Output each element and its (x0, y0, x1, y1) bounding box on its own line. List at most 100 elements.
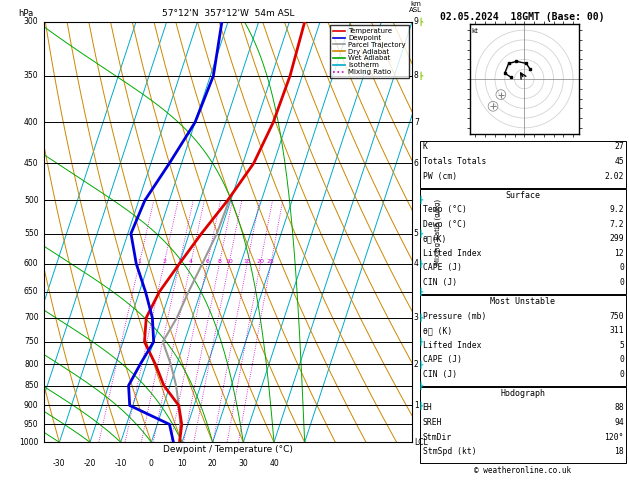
Text: 950: 950 (24, 420, 38, 429)
Text: 1000: 1000 (19, 438, 38, 447)
Text: Lifted Index: Lifted Index (423, 249, 481, 258)
Text: 700: 700 (24, 313, 38, 322)
Text: 299: 299 (610, 234, 624, 243)
Text: 1: 1 (137, 259, 141, 264)
X-axis label: Dewpoint / Temperature (°C): Dewpoint / Temperature (°C) (163, 445, 293, 454)
Text: 850: 850 (24, 381, 38, 390)
Text: ┣: ┣ (418, 360, 423, 368)
Text: 0: 0 (619, 355, 624, 364)
Text: 750: 750 (610, 312, 624, 321)
Text: 6: 6 (414, 159, 419, 168)
Text: LCL: LCL (414, 438, 428, 447)
Text: 5: 5 (414, 229, 419, 238)
Text: Mixing Ratio (g/kg): Mixing Ratio (g/kg) (434, 199, 440, 265)
Text: 2: 2 (162, 259, 166, 264)
Text: 7: 7 (414, 118, 419, 127)
Text: θᴄ (K): θᴄ (K) (423, 326, 452, 335)
Text: -30: -30 (53, 459, 65, 468)
Text: Temp (°C): Temp (°C) (423, 205, 467, 214)
Text: 4: 4 (414, 260, 419, 268)
Text: 18: 18 (614, 447, 624, 456)
Text: StmSpd (kt): StmSpd (kt) (423, 447, 476, 456)
Text: ┣: ┣ (418, 313, 423, 322)
Text: 20: 20 (208, 459, 218, 468)
Text: 4: 4 (189, 259, 192, 264)
Text: 2: 2 (414, 360, 418, 369)
Text: 350: 350 (24, 71, 38, 80)
Text: 5: 5 (619, 341, 624, 350)
Text: 311: 311 (610, 326, 624, 335)
Text: ┣: ┣ (418, 260, 423, 268)
Text: km
ASL: km ASL (409, 1, 422, 14)
Text: 0: 0 (619, 278, 624, 287)
Legend: Temperature, Dewpoint, Parcel Trajectory, Dry Adiabat, Wet Adiabat, Isotherm, Mi: Temperature, Dewpoint, Parcel Trajectory… (330, 25, 408, 78)
Text: 20: 20 (257, 259, 264, 264)
Text: -20: -20 (84, 459, 96, 468)
Text: 450: 450 (24, 159, 38, 168)
Text: 15: 15 (243, 259, 251, 264)
Text: 40: 40 (269, 459, 279, 468)
Text: 6: 6 (205, 259, 209, 264)
Text: 27: 27 (614, 142, 624, 152)
Text: ┣: ┣ (418, 229, 423, 238)
Text: -10: -10 (114, 459, 127, 468)
Text: 10: 10 (225, 259, 233, 264)
Text: CAPE (J): CAPE (J) (423, 355, 462, 364)
Text: 500: 500 (24, 196, 38, 205)
Text: 12: 12 (614, 249, 624, 258)
Text: SREH: SREH (423, 418, 442, 427)
Text: 7.2: 7.2 (610, 220, 624, 229)
Text: Hodograph: Hodograph (500, 389, 545, 398)
Text: Surface: Surface (505, 191, 540, 200)
Text: 9.2: 9.2 (610, 205, 624, 214)
Text: 94: 94 (614, 418, 624, 427)
Text: ┣: ┣ (418, 401, 423, 410)
Text: 750: 750 (24, 337, 38, 347)
Text: 88: 88 (614, 403, 624, 413)
Text: Totals Totals: Totals Totals (423, 157, 486, 166)
Text: hPa: hPa (18, 9, 33, 17)
Text: 600: 600 (24, 260, 38, 268)
Text: ┣: ┣ (418, 71, 423, 80)
Text: PW (cm): PW (cm) (423, 172, 457, 181)
Text: 8: 8 (414, 71, 418, 80)
Text: ┣: ┣ (418, 338, 423, 346)
Text: 2.02: 2.02 (604, 172, 624, 181)
Text: 0: 0 (619, 370, 624, 379)
Text: © weatheronline.co.uk: © weatheronline.co.uk (474, 466, 571, 475)
Text: Lifted Index: Lifted Index (423, 341, 481, 350)
Text: 8: 8 (218, 259, 221, 264)
Text: 0: 0 (149, 459, 154, 468)
Text: kt: kt (472, 28, 479, 34)
Text: Dewp (°C): Dewp (°C) (423, 220, 467, 229)
Text: 3: 3 (414, 313, 419, 322)
Text: 800: 800 (24, 360, 38, 369)
Text: 45: 45 (614, 157, 624, 166)
Text: CIN (J): CIN (J) (423, 278, 457, 287)
Text: ┣: ┣ (418, 17, 423, 26)
Text: 300: 300 (24, 17, 38, 26)
Text: 0: 0 (619, 263, 624, 273)
Text: 550: 550 (24, 229, 38, 238)
Text: EH: EH (423, 403, 433, 413)
Text: 57°12'N  357°12'W  54m ASL: 57°12'N 357°12'W 54m ASL (162, 9, 294, 17)
Text: θᴄ(K): θᴄ(K) (423, 234, 447, 243)
Text: 120°: 120° (604, 433, 624, 442)
Text: K: K (423, 142, 428, 152)
Text: ┣: ┣ (418, 382, 423, 390)
Text: 1: 1 (414, 401, 418, 410)
Text: 9: 9 (414, 17, 419, 26)
Text: 3: 3 (177, 259, 181, 264)
Text: 30: 30 (238, 459, 248, 468)
Text: ┣: ┣ (418, 288, 423, 296)
Text: 25: 25 (267, 259, 275, 264)
Text: ┣: ┣ (418, 196, 423, 205)
Text: Pressure (mb): Pressure (mb) (423, 312, 486, 321)
Text: 10: 10 (177, 459, 187, 468)
Text: 650: 650 (24, 287, 38, 296)
Text: CAPE (J): CAPE (J) (423, 263, 462, 273)
Text: CIN (J): CIN (J) (423, 370, 457, 379)
Text: 400: 400 (24, 118, 38, 127)
Text: 900: 900 (24, 401, 38, 410)
Text: 02.05.2024  18GMT (Base: 00): 02.05.2024 18GMT (Base: 00) (440, 12, 605, 22)
